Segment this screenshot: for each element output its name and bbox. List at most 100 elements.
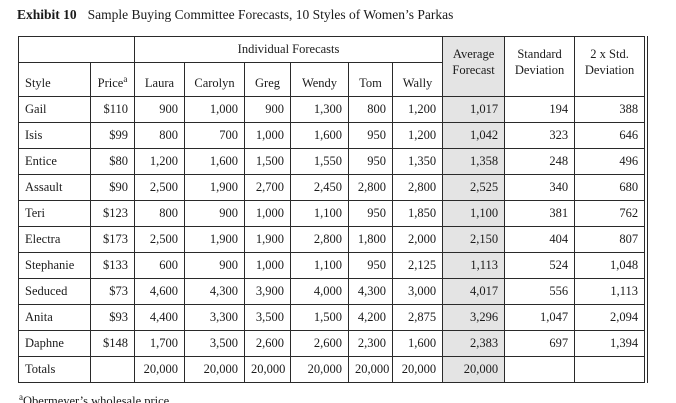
table-row: Gail $110 900 1,000 900 1,300 800 1,200 1,017 194… [18, 96, 646, 123]
forecast-cell-0: 1,200 [134, 148, 185, 175]
forecast-cell-0: 800 [134, 200, 185, 227]
forecast-cell-2: 2,600 [244, 330, 291, 357]
forecast-cell-1: 900 [184, 252, 245, 279]
price-cell: $93 [90, 304, 135, 331]
forecaster-header-laura: Laura [134, 62, 185, 97]
forecast-cell-5: 3,000 [391, 278, 444, 305]
average-forecast-cell: 1,100 [442, 200, 506, 227]
two-std-deviation-cell: 2,094 [574, 304, 646, 331]
two-std-deviation-cell: 388 [574, 96, 646, 123]
price-cell: $99 [90, 122, 135, 149]
two-std-deviation-cell: 680 [574, 174, 646, 201]
forecast-cell-4: 950 [348, 252, 393, 279]
price-cell: $133 [90, 252, 135, 279]
forecast-cell-4: 4,200 [348, 304, 393, 331]
table-row: Seduced $73 4,600 4,300 3,900 4,000 4,300 3,000… [18, 278, 646, 305]
style-cell: Assault [18, 174, 91, 201]
empty-header-cell [18, 36, 135, 63]
forecast-cell-2: 2,700 [244, 174, 291, 201]
forecast-cell-4: 2,800 [348, 174, 393, 201]
forecast-cell-0: 2,500 [134, 226, 185, 253]
footnote: aObermeyer’s wholesale price [19, 391, 661, 403]
forecast-cell-2: 3,900 [244, 278, 291, 305]
table-row: Teri $123 800 900 1,000 1,100 950 1,850 1,100 381… [18, 200, 646, 227]
forecast-cell-5: 2,875 [391, 304, 444, 331]
two-std-deviation-cell: 646 [574, 122, 646, 149]
average-forecast-cell: 2,383 [442, 330, 506, 357]
two-std-deviation-cell [574, 356, 646, 383]
table-header: Individual Forecasts Average Forecast St… [18, 36, 646, 97]
forecast-cell-4: 4,300 [348, 278, 393, 305]
average-forecast-cell: 20,000 [442, 356, 506, 383]
forecast-cell-4: 1,800 [348, 226, 393, 253]
forecast-cell-5: 20,000 [391, 356, 444, 383]
forecast-cell-5: 1,600 [391, 330, 444, 357]
std-deviation-cell: 524 [504, 252, 576, 279]
forecaster-header-tom: Tom [348, 62, 393, 97]
forecast-cell-2: 1,000 [244, 122, 291, 149]
average-forecast-cell: 2,150 [442, 226, 506, 253]
header-group-row: Individual Forecasts Average Forecast St… [18, 36, 646, 97]
forecast-cell-3: 2,450 [290, 174, 349, 201]
forecast-cell-3: 1,100 [290, 252, 349, 279]
style-cell: Electra [18, 226, 91, 253]
style-cell: Entice [18, 148, 91, 175]
two-std-deviation-cell: 496 [574, 148, 646, 175]
forecast-cell-2: 1,500 [244, 148, 291, 175]
forecaster-header-greg: Greg [244, 62, 291, 97]
two-std-deviation-cell: 762 [574, 200, 646, 227]
average-forecast-cell: 2,525 [442, 174, 506, 201]
price-cell: $73 [90, 278, 135, 305]
forecast-cell-2: 1,000 [244, 200, 291, 227]
style-cell: Stephanie [18, 252, 91, 279]
price-header: Pricea [90, 62, 135, 97]
style-cell: Daphne [18, 330, 91, 357]
price-cell: $80 [90, 148, 135, 175]
price-cell: $173 [90, 226, 135, 253]
exhibit-caption: Sample Buying Committee Forecasts, 10 St… [87, 7, 454, 22]
std-deviation-cell: 340 [504, 174, 576, 201]
two-std-deviation-cell: 1,113 [574, 278, 646, 305]
forecast-cell-4: 950 [348, 122, 393, 149]
forecast-cell-5: 2,000 [391, 226, 444, 253]
average-forecast-cell: 1,017 [442, 96, 506, 123]
forecast-cell-4: 20,000 [348, 356, 393, 383]
forecast-cell-5: 2,125 [391, 252, 444, 279]
style-header: Style [18, 62, 91, 97]
forecaster-header-carolyn: Carolyn [184, 62, 245, 97]
forecast-cell-0: 900 [134, 96, 185, 123]
totals-label-cell: Totals [18, 356, 91, 383]
forecast-cell-4: 800 [348, 96, 393, 123]
two-std-deviation-cell: 1,048 [574, 252, 646, 279]
forecast-cell-5: 2,800 [391, 174, 444, 201]
average-forecast-cell: 1,042 [442, 122, 506, 149]
average-forecast-cell: 1,358 [442, 148, 506, 175]
forecast-table-wrapper: Individual Forecasts Average Forecast St… [18, 36, 649, 383]
forecast-cell-5: 1,850 [391, 200, 444, 227]
table-body: Gail $110 900 1,000 900 1,300 800 1,200 1,017 194… [18, 96, 646, 383]
price-cell: $123 [90, 200, 135, 227]
forecast-cell-2: 3,500 [244, 304, 291, 331]
price-header-label: Price [97, 76, 124, 90]
forecast-cell-1: 900 [184, 200, 245, 227]
std-deviation-cell: 1,047 [504, 304, 576, 331]
two-std-deviation-cell: 1,394 [574, 330, 646, 357]
forecast-cell-1: 700 [184, 122, 245, 149]
forecast-cell-1: 1,900 [184, 174, 245, 201]
std-deviation-cell: 194 [504, 96, 576, 123]
forecast-cell-4: 950 [348, 200, 393, 227]
footnote-marker: a [19, 391, 23, 402]
price-footnote-marker: a [123, 73, 128, 84]
std-deviation-cell: 381 [504, 200, 576, 227]
std-deviation-cell: 697 [504, 330, 576, 357]
totals-row: Totals 20,000 20,000 20,000 20,000 20,000 20,0… [18, 356, 646, 383]
table-row: Electra $173 2,500 1,900 1,900 2,800 1,800 2,00… [18, 226, 646, 253]
forecast-cell-2: 900 [244, 96, 291, 123]
forecast-cell-0: 4,400 [134, 304, 185, 331]
forecast-cell-0: 20,000 [134, 356, 185, 383]
table-row: Stephanie $133 600 900 1,000 1,100 950 2,125 1,1… [18, 252, 646, 279]
table-row: Entice $80 1,200 1,600 1,500 1,550 950 1,350 1,3… [18, 148, 646, 175]
two-std-deviation-header: 2 x Std. Deviation [574, 36, 646, 97]
forecast-cell-3: 1,100 [290, 200, 349, 227]
